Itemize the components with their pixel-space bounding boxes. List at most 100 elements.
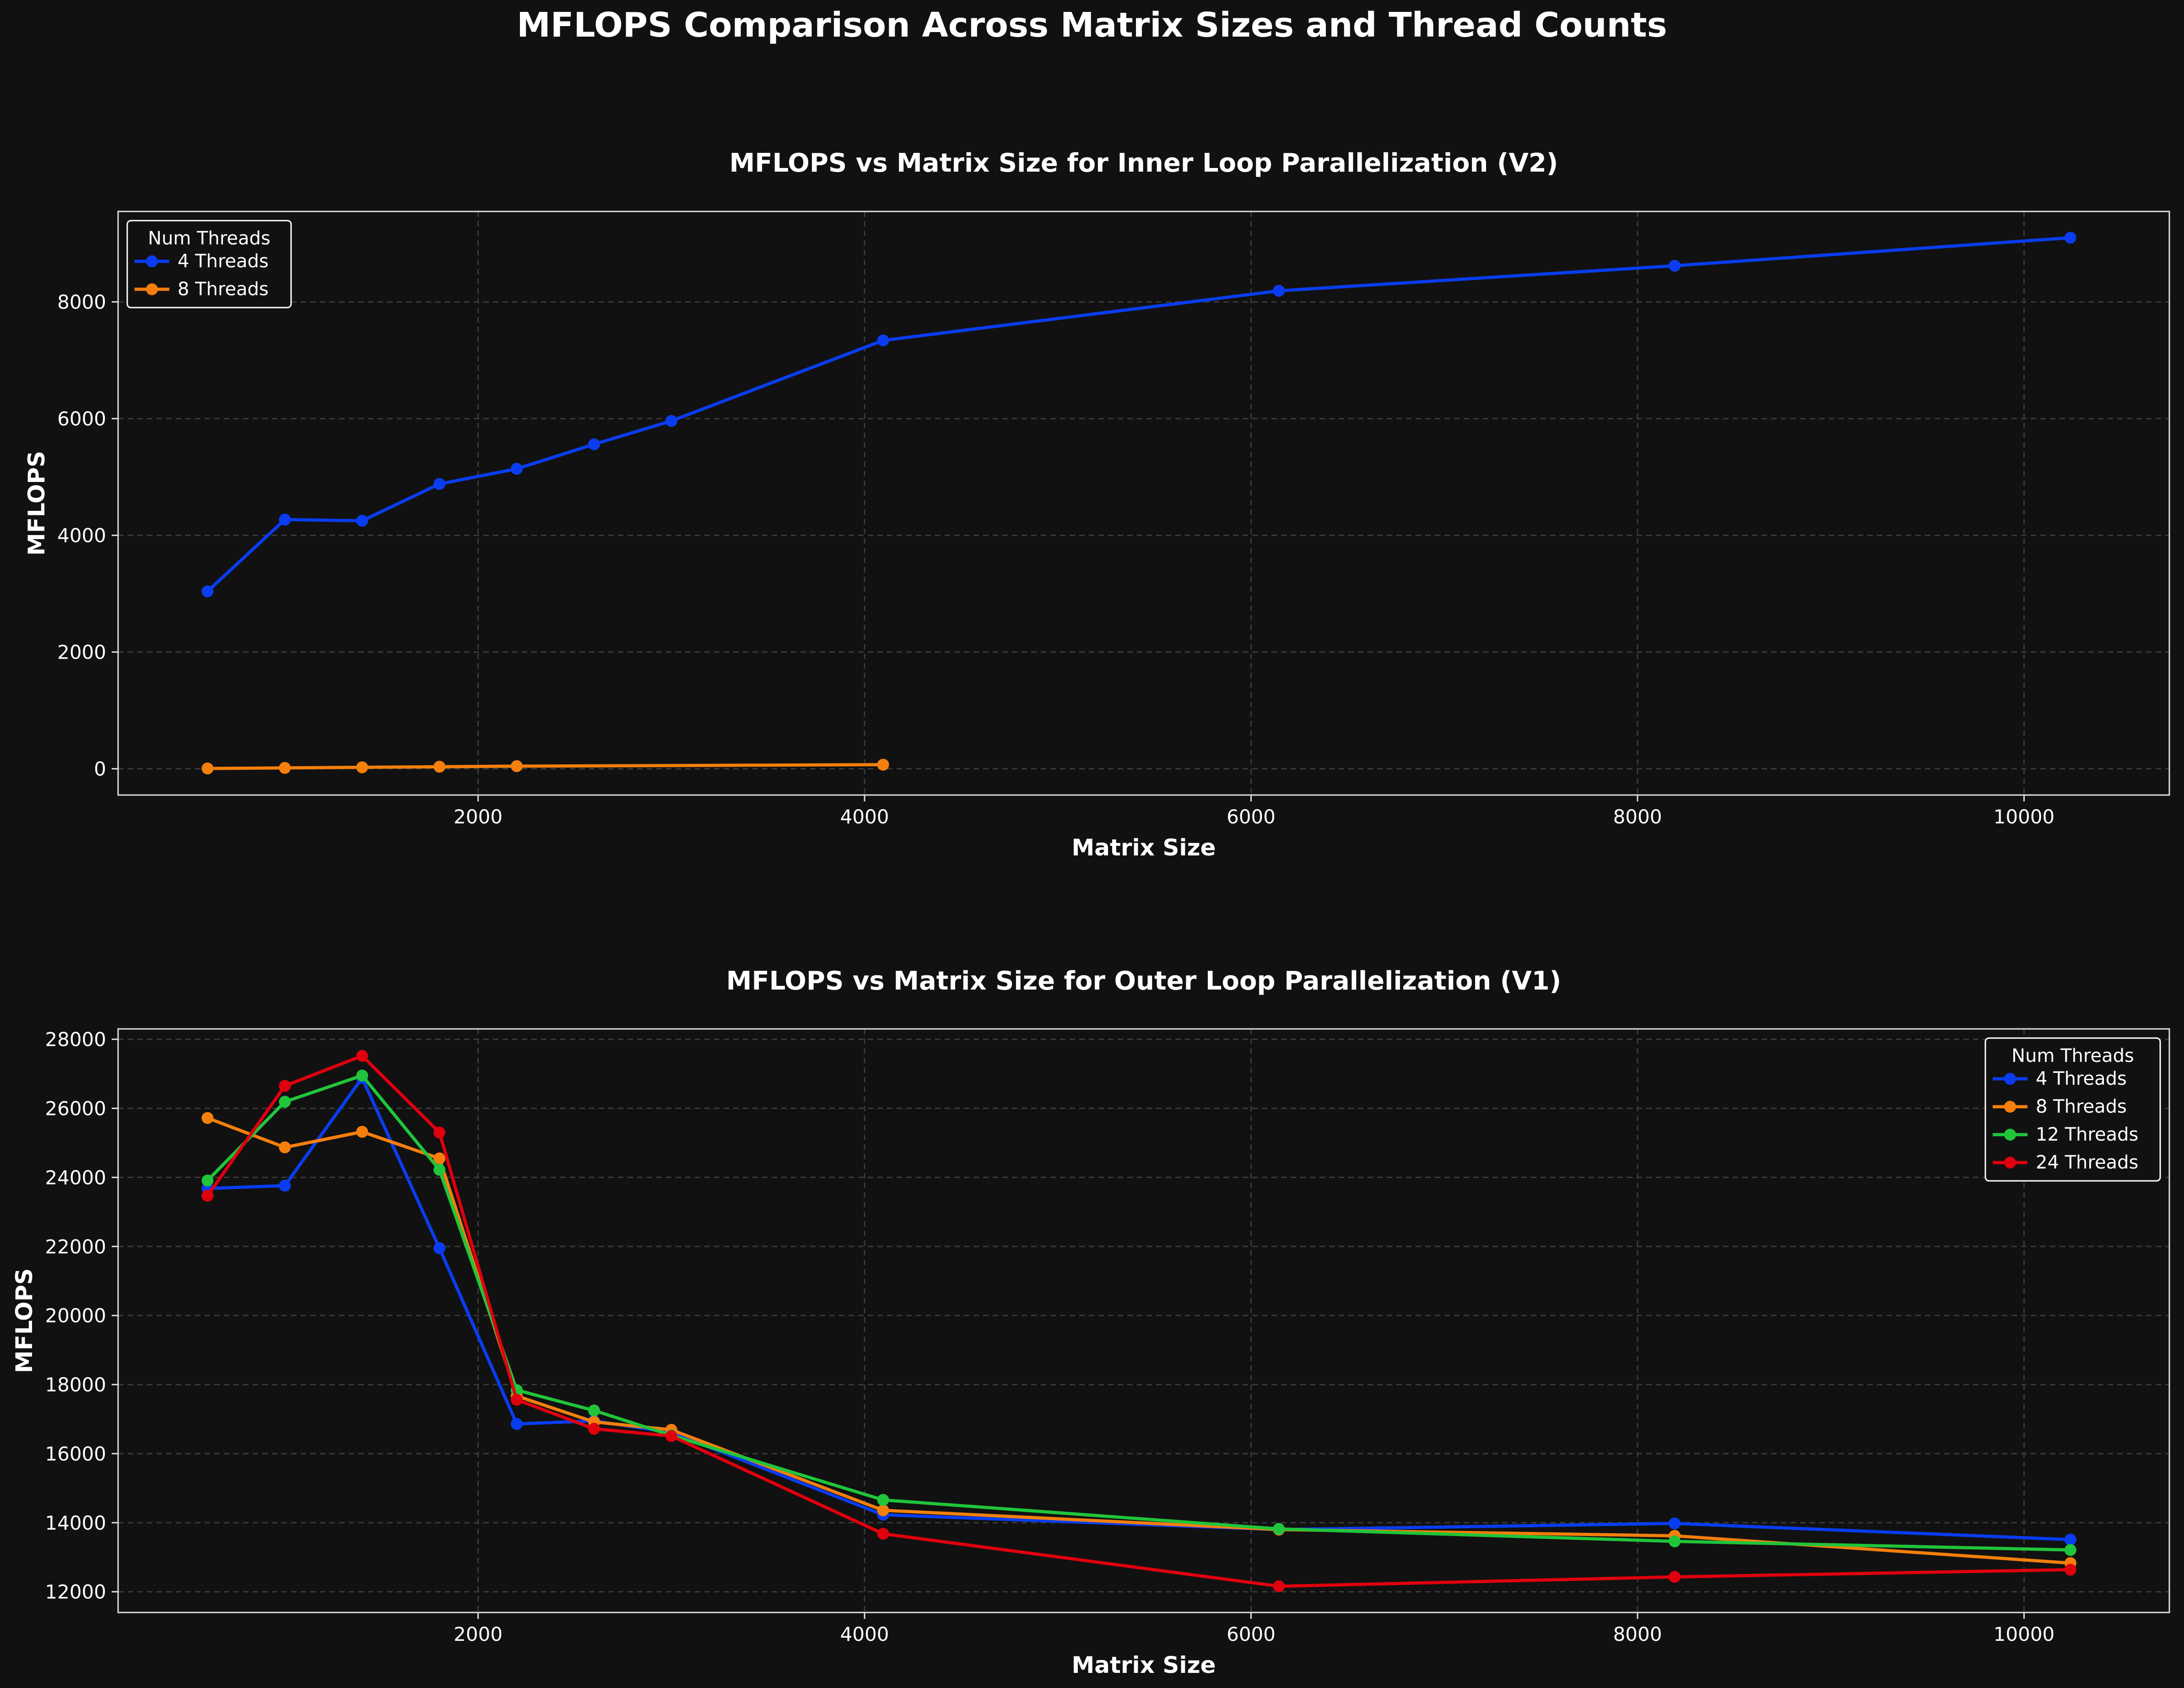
y-tick-label: 12000 [45,1581,106,1603]
legend-box [126,220,292,308]
data-point [433,1242,446,1255]
data-point [2064,1533,2076,1546]
data-point [588,1423,600,1435]
y-tick-label: 18000 [45,1374,106,1396]
data-point [201,1174,214,1187]
data-point [1669,1517,1681,1530]
legend-marker [146,255,158,267]
data-point [433,1152,446,1164]
y-tick-label: 20000 [45,1304,106,1327]
chart-title: MFLOPS vs Matrix Size for Inner Loop Par… [730,148,1558,178]
y-tick-label: 4000 [57,525,106,547]
data-point [588,438,600,450]
x-tick-label: 10000 [1994,1623,2055,1645]
x-axis-label: Matrix Size [1071,1652,1216,1678]
y-tick-label: 14000 [45,1512,106,1534]
data-point [201,762,214,774]
x-tick-label: 4000 [840,1623,889,1645]
data-point [588,1404,600,1417]
data-point [279,762,291,774]
figure-title: MFLOPS Comparison Across Matrix Sizes an… [517,5,1667,45]
y-tick-label: 2000 [57,641,106,664]
y-tick-label: 28000 [45,1028,106,1051]
data-point [2064,1544,2076,1556]
data-point [356,761,368,774]
y-tick-label: 24000 [45,1166,106,1189]
legend-label: 8 Threads [178,279,269,300]
x-tick-label: 8000 [1613,1623,1662,1645]
x-tick-label: 8000 [1613,806,1662,828]
legend-label: 8 Threads [2036,1096,2127,1117]
legend-marker [2004,1101,2016,1113]
x-tick-label: 10000 [1994,806,2055,828]
data-point [279,514,291,526]
data-point [433,761,446,773]
data-point [279,1179,291,1192]
legend-marker [2004,1129,2016,1141]
y-axis-label: MFLOPS [23,451,50,556]
legend-marker [2004,1157,2016,1169]
data-point [356,514,368,527]
data-point [511,463,523,475]
data-point [433,1163,446,1176]
data-point [665,1430,677,1442]
y-tick-label: 26000 [45,1098,106,1120]
data-point [356,1069,368,1082]
series-line-2 [207,763,883,770]
data-point [1273,1523,1285,1535]
legend-box [1984,1037,2161,1182]
legend-title: Num Threads [2011,1045,2134,1066]
y-axis-label: MFLOPS [11,1268,38,1373]
y-tick-label: 6000 [57,408,106,430]
legend-marker [2004,1073,2016,1085]
data-point [433,1126,446,1139]
data-point [201,1112,214,1124]
data-point [2064,232,2076,244]
data-point [665,415,677,427]
y-tick-label: 22000 [45,1235,106,1258]
data-point [877,758,889,771]
data-point [511,1418,523,1430]
legend-label: 4 Threads [2036,1068,2127,1089]
chart-panel-1: MFLOPS vs Matrix Size for Inner Loop Par… [23,148,2170,861]
y-tick-label: 8000 [57,291,106,314]
data-point [1273,285,1285,297]
data-point [2064,1564,2076,1576]
data-point [1669,1535,1681,1547]
data-point [279,1096,291,1108]
charts: MFLOPS vs Matrix Size for Inner Loop Par… [11,148,2170,1678]
legend-label: 24 Threads [2036,1152,2138,1173]
data-point [1669,1571,1681,1583]
data-point [201,1190,214,1202]
data-point [877,1527,889,1540]
data-point [877,1494,889,1506]
x-axis-label: Matrix Size [1071,834,1216,861]
legend-label: 12 Threads [2036,1124,2138,1145]
data-point [279,1080,291,1092]
x-tick-label: 6000 [1227,1623,1276,1645]
data-point [356,1050,368,1062]
data-point [433,478,446,490]
y-tick-label: 16000 [45,1443,106,1465]
chart-panel-2: MFLOPS vs Matrix Size for Outer Loop Par… [11,966,2170,1678]
data-point [1273,1580,1285,1592]
x-tick-label: 2000 [454,806,503,828]
data-point [356,1125,368,1138]
data-point [877,1504,889,1516]
data-point [511,760,523,772]
data-point [511,1394,523,1406]
y-tick-label: 0 [94,758,106,780]
legend-label: 4 Threads [178,251,269,272]
axes-frame [117,1028,2170,1613]
x-tick-label: 4000 [840,806,889,828]
data-point [201,585,214,598]
x-tick-label: 2000 [454,1623,503,1645]
data-point [1669,260,1681,272]
data-point [279,1141,291,1153]
axes-frame [117,211,2170,796]
chart-title: MFLOPS vs Matrix Size for Outer Loop Par… [726,966,1561,996]
